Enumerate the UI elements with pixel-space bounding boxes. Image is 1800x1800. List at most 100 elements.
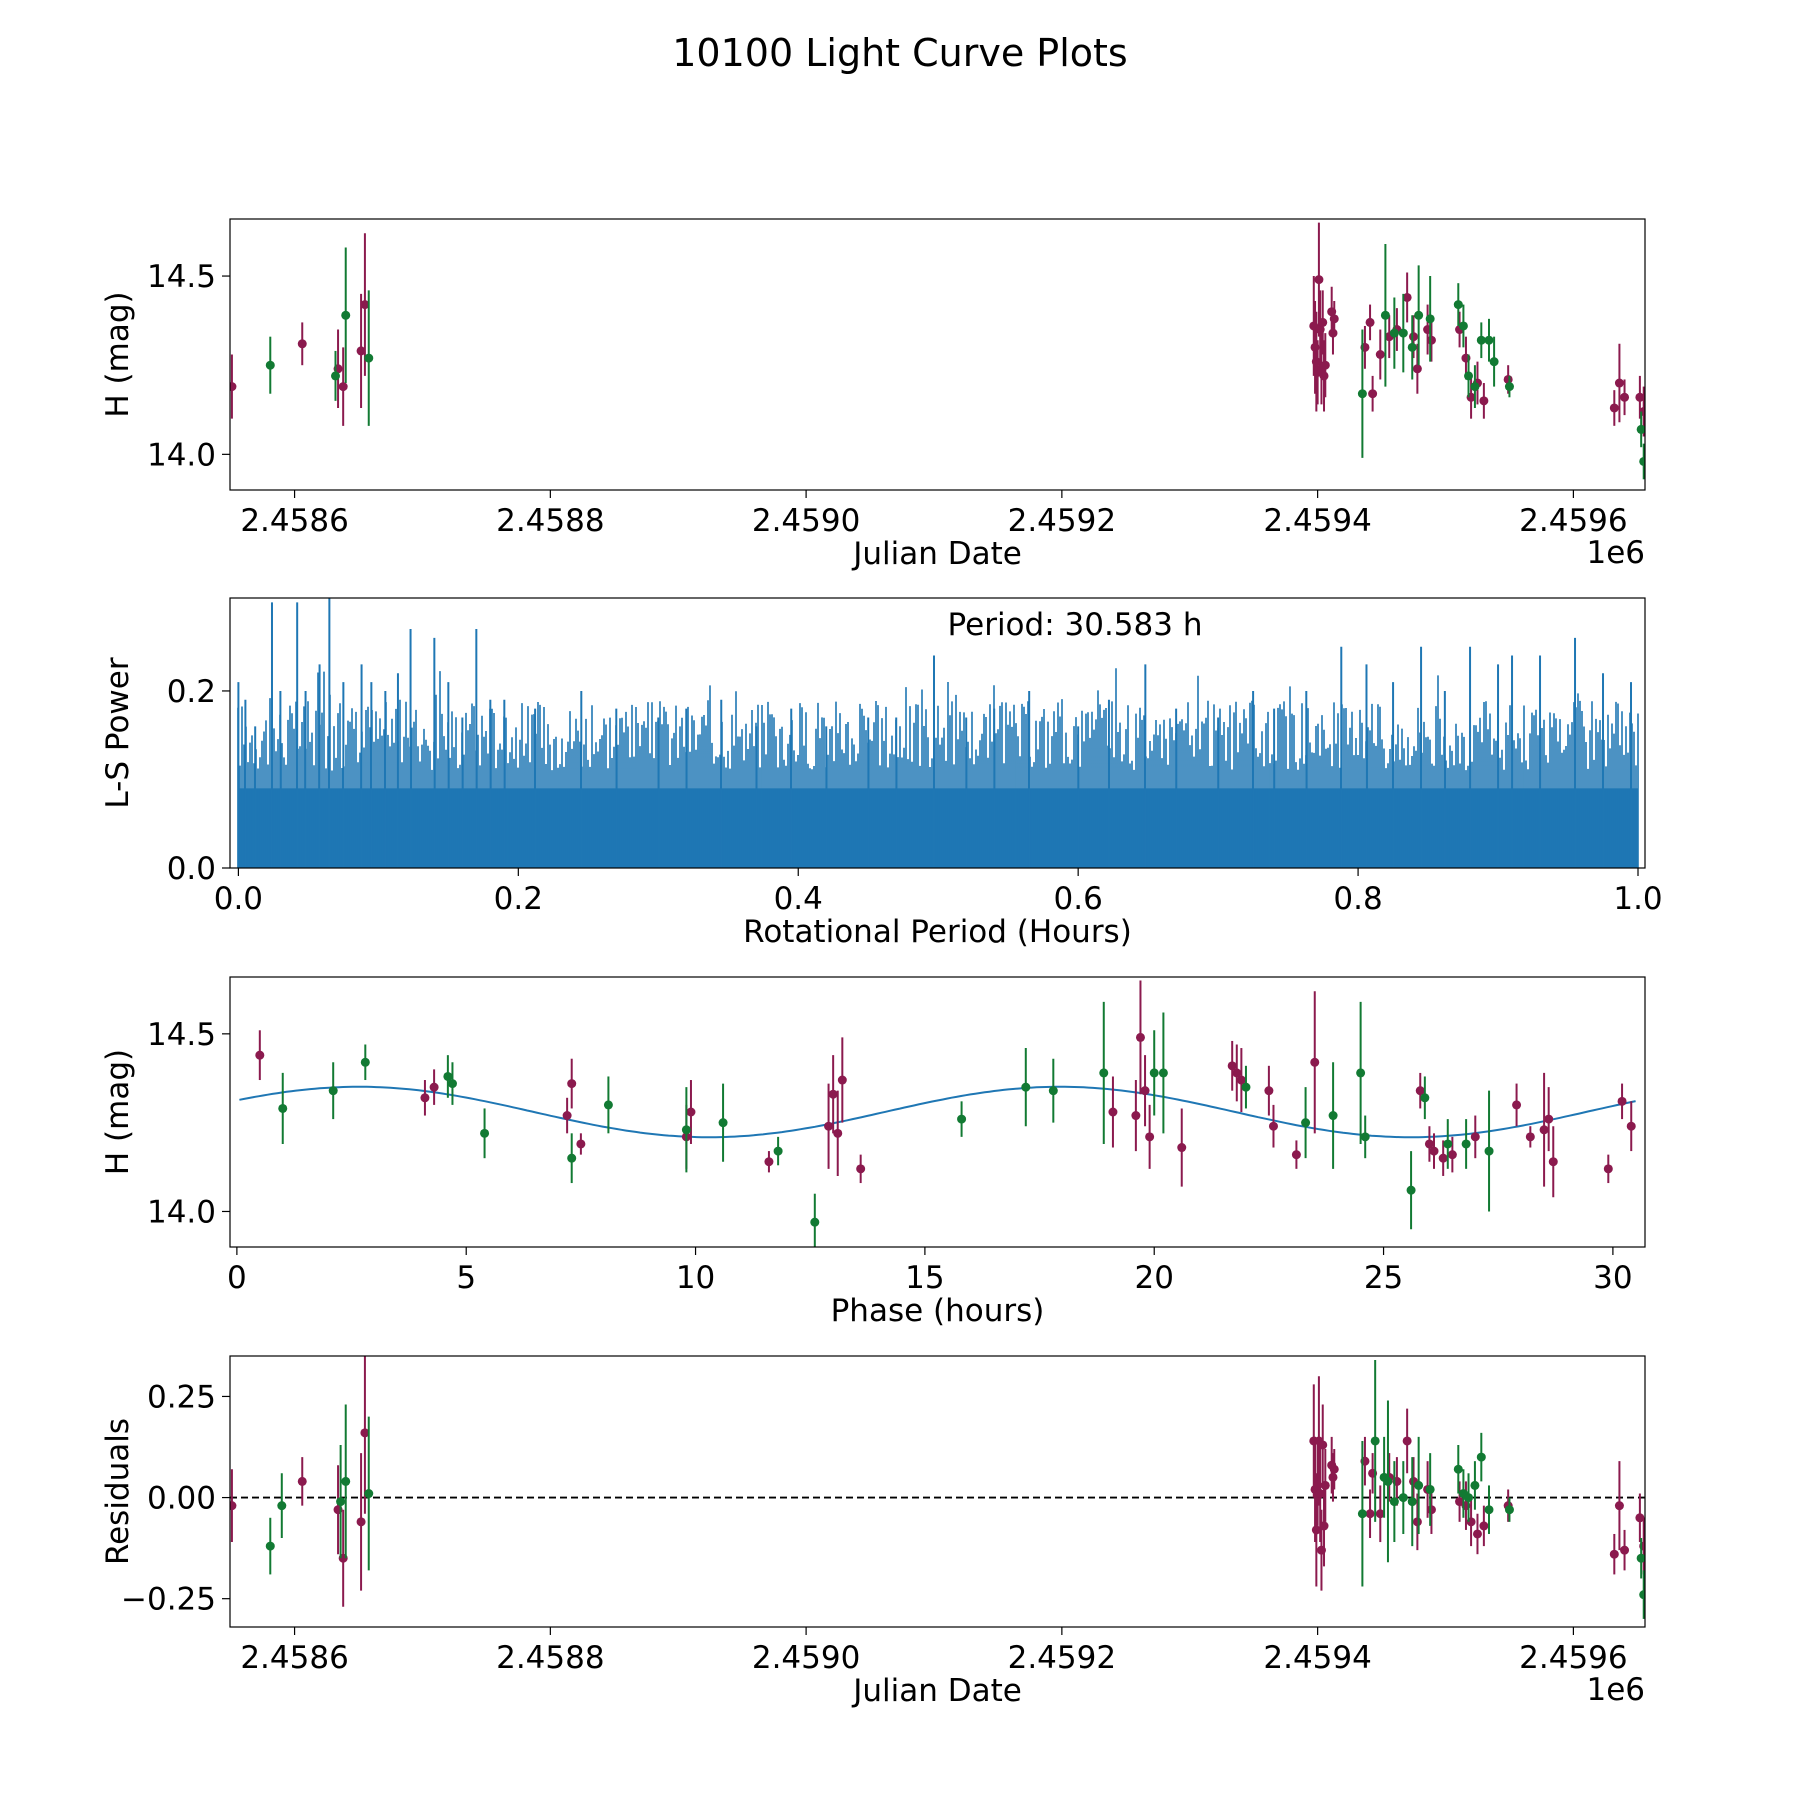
phased-point-a xyxy=(1227,1061,1237,1071)
lightcurve-point-a xyxy=(1375,350,1385,359)
periodogram-frame xyxy=(229,597,1646,869)
lightcurve-point-a xyxy=(1620,392,1630,402)
residuals-xtick-label: 2.4594 xyxy=(1263,1640,1371,1676)
phased-xtick-label: 15 xyxy=(905,1260,944,1296)
phased-point-a xyxy=(1131,1111,1141,1121)
residuals-point-b xyxy=(1464,1493,1474,1503)
lightcurve-point-b xyxy=(1453,300,1463,310)
lightcurve-point-a xyxy=(1320,360,1330,370)
phased-xtick-label: 25 xyxy=(1364,1260,1403,1296)
lightcurve-point-b xyxy=(1639,456,1645,466)
residuals-xtick-label: 2.4590 xyxy=(752,1640,860,1676)
residuals-point-a xyxy=(1315,1489,1325,1499)
phased-point-a xyxy=(429,1082,439,1092)
residuals-point-a xyxy=(1311,1525,1321,1535)
phased-xtick-label: 5 xyxy=(456,1260,476,1296)
lightcurve-y-axis-label: H (mag) xyxy=(100,291,136,417)
residuals-point-b xyxy=(1398,1493,1408,1503)
phased-point-b xyxy=(480,1128,490,1138)
residuals-point-b xyxy=(1370,1436,1380,1446)
residuals-x-offset-label: 1e6 xyxy=(1586,1672,1645,1708)
phased-point-a xyxy=(828,1089,838,1099)
lightcurve-x-axis-label: Julian Date xyxy=(851,536,1022,572)
lightcurve-xtick-label: 2.4596 xyxy=(1519,503,1627,539)
sinusoid-fit-line xyxy=(239,1085,1636,1139)
periodogram-ytick-label: 0.2 xyxy=(167,674,216,710)
residuals-point-a xyxy=(1609,1549,1619,1559)
lightcurve-point-a xyxy=(1318,317,1328,327)
residuals-point-a xyxy=(356,1517,366,1527)
lightcurve-point-a xyxy=(1365,317,1375,327)
residuals-point-a xyxy=(1318,1440,1328,1450)
lightcurve-point-a xyxy=(356,346,366,356)
lightcurve-point-a xyxy=(230,382,237,392)
residuals-point-a xyxy=(230,1501,237,1511)
residuals-point-a xyxy=(1635,1513,1645,1523)
periodogram-xtick-label: 0.6 xyxy=(1054,881,1103,917)
phased-point-b xyxy=(1241,1082,1251,1092)
residuals-point-a xyxy=(1319,1521,1329,1531)
phased-point-a xyxy=(1544,1114,1554,1124)
phased-point-b xyxy=(1099,1068,1109,1078)
residuals-point-a xyxy=(1402,1436,1412,1446)
residuals-ytick-label: 0.00 xyxy=(147,1481,216,1517)
phased-point-a xyxy=(1264,1086,1274,1096)
phased-point-a xyxy=(1424,1139,1434,1149)
residuals-x-axis-label: Julian Date xyxy=(851,1673,1022,1709)
phased-point-a xyxy=(833,1128,843,1138)
phased-point-a xyxy=(824,1121,834,1131)
lightcurve-point-a xyxy=(1314,275,1324,285)
phased-point-b xyxy=(447,1079,457,1089)
residuals-point-a xyxy=(1329,1464,1339,1474)
phased-point-b xyxy=(773,1146,783,1156)
residuals-point-b xyxy=(1389,1497,1399,1507)
periodogram-xtick-label: 0.0 xyxy=(214,881,263,917)
residuals-point-b xyxy=(1453,1464,1463,1474)
lightcurve-point-a xyxy=(1319,371,1329,381)
phased-point-b xyxy=(957,1114,967,1124)
periodogram-xtick-label: 1.0 xyxy=(1613,881,1662,917)
phased-point-b xyxy=(1328,1111,1338,1121)
lightcurve-point-b xyxy=(331,371,341,381)
lightcurve-xtick-label: 2.4588 xyxy=(496,503,604,539)
lightcurve-point-b xyxy=(1458,321,1468,331)
phased-xtick-label: 30 xyxy=(1593,1260,1632,1296)
phased-point-a xyxy=(1626,1121,1636,1131)
lightcurve-point-a xyxy=(360,300,370,310)
phased-point-a xyxy=(1415,1086,1425,1096)
phased-point-b xyxy=(1406,1185,1416,1195)
residuals-point-a xyxy=(1614,1501,1624,1511)
phased-point-b xyxy=(328,1086,338,1096)
lightcurve-panel: 2.4586 2.4588 2.4590 2.4592 2.4594 2.4596 14.0… xyxy=(100,218,1646,572)
lightcurve-point-b xyxy=(364,353,374,363)
phased-point-a xyxy=(562,1111,572,1121)
phased-point-a xyxy=(567,1079,577,1089)
lightcurve-point-b xyxy=(1425,314,1435,324)
residuals-ytick-label: 0.25 xyxy=(147,1379,216,1415)
periodogram-panel: 0.0 0.2 0.4 0.6 0.8 1.0 0.0 0.2 Rotational Peri… xyxy=(100,597,1663,950)
residuals-xtick-label: 2.4596 xyxy=(1519,1640,1627,1676)
lightcurve-point-b xyxy=(341,310,351,320)
lightcurve-point-b xyxy=(1489,357,1499,367)
lightcurve-point-b xyxy=(1407,342,1417,352)
lightcurve-point-b xyxy=(1484,335,1494,345)
phased-x-axis-label: Phase (hours) xyxy=(831,1293,1045,1329)
phased-y-axis-label: H (mag) xyxy=(100,1049,136,1175)
residuals-panel: 2.4586 2.4588 2.4590 2.4592 2.4594 2.4596 −0.2… xyxy=(100,1355,1646,1709)
residuals-point-b xyxy=(277,1501,287,1511)
periodogram-ytick-label: 0.0 xyxy=(167,851,216,887)
lightcurve-point-a xyxy=(1402,292,1412,302)
phased-ytick-label: 14.5 xyxy=(147,1017,216,1053)
residuals-xtick-label: 2.4592 xyxy=(1008,1640,1116,1676)
phased-point-a xyxy=(1145,1132,1155,1142)
lightcurve-point-a xyxy=(1426,335,1436,345)
figure-title: 10100 Light Curve Plots xyxy=(672,31,1127,75)
phased-point-a xyxy=(1525,1132,1535,1142)
residuals-point-a xyxy=(1375,1509,1385,1519)
lightcurve-point-b xyxy=(1464,371,1474,381)
phased-point-a xyxy=(1447,1150,1457,1160)
phased-point-a xyxy=(1539,1125,1549,1135)
phased-point-b xyxy=(1484,1146,1494,1156)
residuals-point-a xyxy=(1412,1517,1422,1527)
lightcurve-xtick-label: 2.4590 xyxy=(752,503,860,539)
